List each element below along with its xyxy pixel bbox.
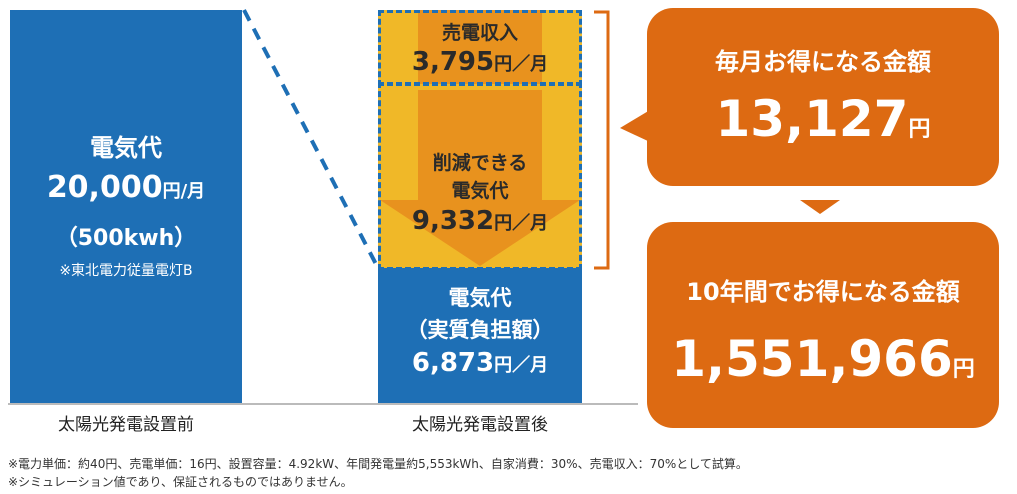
footnote-1: ※電力単価：約40円、売電単価：16円、設置容量：4.92kW、年間発電量約5,…: [8, 457, 748, 471]
saving-value-line: 9,332円／月: [378, 206, 582, 236]
category-before: 太陽光発電設置前: [58, 415, 194, 435]
ten-year-value: 1,551,966: [671, 330, 953, 388]
saving-value: 9,332: [411, 206, 495, 236]
before-unit: 円/月: [162, 181, 206, 202]
sale-value: 3,795: [411, 47, 495, 77]
footnote-2: ※シミュレーション値であり、保証されるものではありません。: [8, 475, 353, 489]
baseline: [8, 403, 638, 405]
cost-label-1: 電気代: [448, 286, 512, 310]
cost-unit: 円／月: [494, 355, 549, 376]
sale-unit: 円／月: [494, 54, 549, 75]
cost-value: 6,873: [411, 348, 495, 378]
sale-label: 売電収入: [441, 22, 518, 44]
cost-label-2: （実質負担額）: [406, 318, 554, 342]
saving-label-1: 削減できる: [432, 152, 528, 174]
monthly-unit: 円: [908, 117, 931, 142]
ten-year-value-line: 1,551,966円: [647, 330, 999, 388]
ten-year-savings-bubble: [647, 222, 999, 428]
before-value-line: 20,000円/月: [10, 170, 242, 205]
monthly-value-line: 13,127円: [647, 90, 999, 148]
before-usage: （500kwh）: [55, 226, 197, 251]
monthly-savings-bubble: [647, 8, 999, 186]
reduction-arrow: [380, 10, 580, 266]
category-after: 太陽光発電設置後: [412, 415, 548, 435]
cost-value-line: 6,873円／月: [378, 348, 582, 378]
before-note: ※東北電力従量電灯B: [59, 263, 193, 279]
before-value: 20,000: [46, 170, 163, 205]
before-title: 電気代: [90, 134, 162, 162]
ten-year-label: 10年間でお得になる金額: [686, 278, 960, 306]
bar-after-cost: [378, 268, 582, 403]
monthly-label: 毎月お得になる金額: [715, 48, 931, 76]
saving-label-2: 電気代: [451, 180, 509, 202]
monthly-value: 13,127: [715, 90, 909, 148]
sale-value-line: 3,795円／月: [378, 47, 582, 77]
ten-year-unit: 円: [952, 357, 975, 382]
saving-unit: 円／月: [494, 213, 549, 234]
bar-before: [10, 10, 242, 403]
